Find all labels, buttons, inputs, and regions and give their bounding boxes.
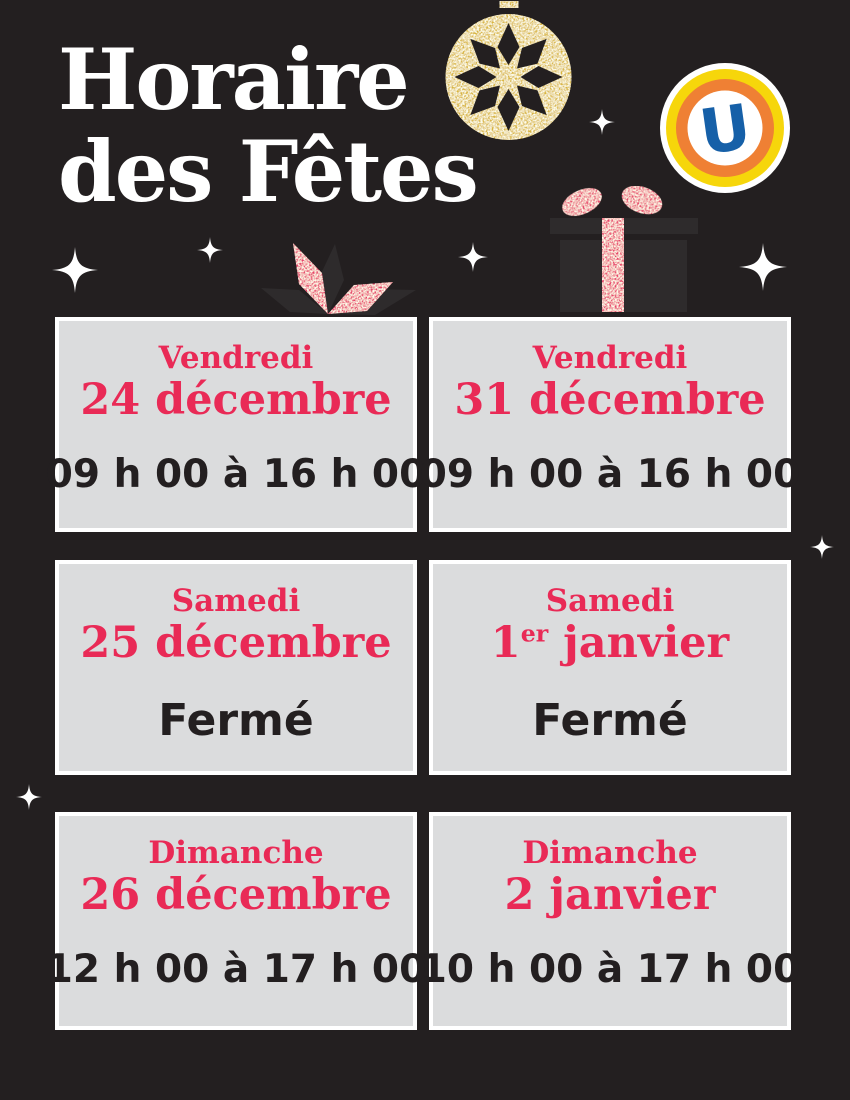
page-title: Horaire des Fêtes: [58, 30, 479, 221]
card-hours: Fermé: [532, 694, 688, 746]
card-hours: 10 h 00 à 17 h 00: [419, 946, 801, 992]
gift-box-icon: [550, 186, 698, 312]
u-brand-logo: U: [660, 63, 790, 193]
ornament-snowflake-icon: [445, 1, 572, 140]
u-logo-letter: U: [695, 90, 755, 169]
schedule-card-jan2: Dimanche 2 janvier 10 h 00 à 17 h 00: [420, 812, 800, 1030]
card-day: Samedi: [171, 583, 301, 619]
card-date: 1er janvier: [490, 617, 730, 668]
card-date: 31 décembre: [454, 374, 766, 425]
sparkle-icon: [197, 237, 223, 263]
schedule-card-dec26: Dimanche 26 décembre 12 h 00 à 17 h 00: [46, 812, 426, 1030]
card-day: Dimanche: [148, 835, 324, 871]
page-title-line2: des Fêtes: [58, 122, 479, 221]
schedule-card-dec31: Vendredi 31 décembre 09 h 00 à 16 h 00: [420, 317, 800, 532]
card-hours: 09 h 00 à 16 h 00: [45, 451, 427, 497]
schedule-card-dec24: Vendredi 24 décembre 09 h 00 à 16 h 00: [46, 317, 426, 532]
card-date: 26 décembre: [80, 869, 392, 920]
card-day: Samedi: [545, 583, 675, 619]
schedule-card-jan1: Samedi 1er janvier Fermé: [429, 560, 791, 775]
schedule-card-dec25: Samedi 25 décembre Fermé: [55, 560, 417, 775]
card-day: Dimanche: [522, 835, 698, 871]
sparkle-icon: [458, 242, 488, 272]
card-hours: Fermé: [158, 694, 314, 746]
card-hours: 09 h 00 à 16 h 00: [419, 451, 801, 497]
card-date: 2 janvier: [504, 869, 716, 920]
page-title-line1: Horaire: [58, 30, 410, 129]
sparkle-icon: [589, 109, 615, 135]
card-date: 24 décembre: [80, 374, 392, 425]
sparkle-icon: [739, 243, 787, 291]
card-hours: 12 h 00 à 17 h 00: [45, 946, 427, 992]
card-date: 25 décembre: [80, 617, 392, 668]
sparkle-icon: [16, 784, 42, 810]
sparkle-icon: [810, 535, 834, 559]
sparkle-icon: [52, 247, 98, 293]
card-day: Vendredi: [532, 340, 688, 376]
card-day: Vendredi: [158, 340, 314, 376]
poinsettia-leaves-icon: [261, 243, 416, 315]
